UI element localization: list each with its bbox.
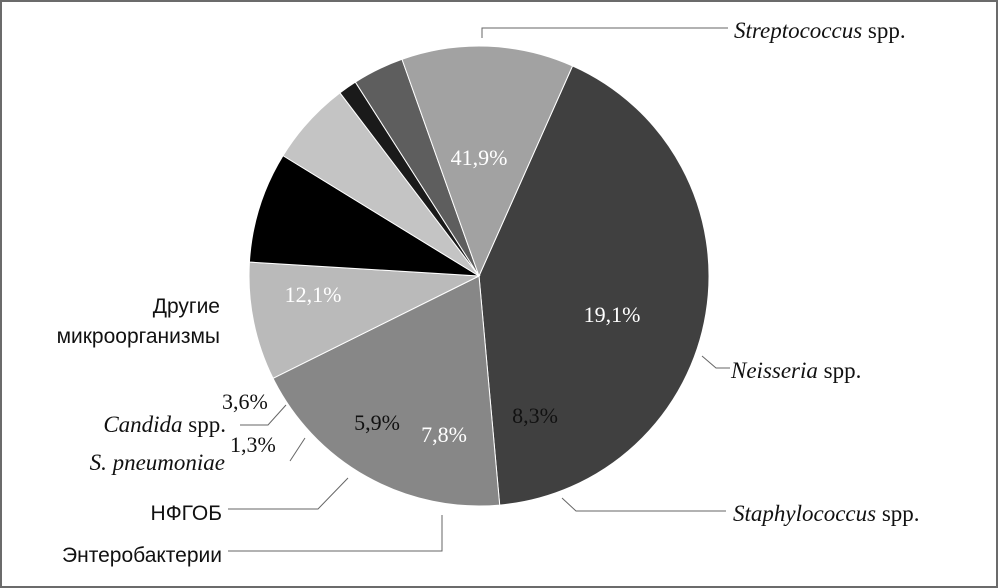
- slice-value-label-5: 1,3%: [230, 432, 276, 457]
- category-label-7-line-0: Другие: [153, 295, 220, 318]
- slice-value-label-6: 3,6%: [222, 389, 268, 414]
- leader-line-5: [289, 437, 306, 462]
- category-label-6: Candida spp.: [103, 412, 226, 437]
- leader-line-2: [561, 497, 726, 512]
- category-label-5: S. pneumoniae: [90, 450, 225, 475]
- category-label-7-line-1: микроорганизмы: [57, 325, 220, 348]
- category-label-0: Streptococcus spp.: [734, 18, 906, 43]
- pie-slice-7: [401, 45, 574, 278]
- category-label-2: Staphylococcus spp.: [733, 501, 920, 526]
- pie-slice-3: [248, 154, 480, 277]
- slice-value-label-1: 19,1%: [584, 302, 641, 327]
- slice-value-label-3: 7,8%: [421, 422, 467, 447]
- slice-value-label-2: 8,3%: [512, 403, 558, 428]
- leader-line-3: [228, 515, 443, 552]
- category-label-4: НФГОБ: [151, 502, 222, 525]
- category-label-1: Neisseria spp.: [730, 358, 861, 383]
- pie-slice-1: [272, 275, 501, 507]
- leader-line-4: [228, 477, 349, 510]
- pie-slice-2: [248, 261, 481, 379]
- slice-value-label-4: 5,9%: [354, 410, 400, 435]
- pie-slice-0: [478, 65, 710, 506]
- leader-line-1: [701, 355, 730, 369]
- category-label-3: Энтеробактерии: [62, 544, 222, 567]
- leader-line-0: [481, 27, 728, 38]
- leader-line-6: [240, 404, 287, 426]
- slice-value-label-0: 41,9%: [451, 145, 508, 170]
- slice-value-label-7: 12,1%: [285, 282, 342, 307]
